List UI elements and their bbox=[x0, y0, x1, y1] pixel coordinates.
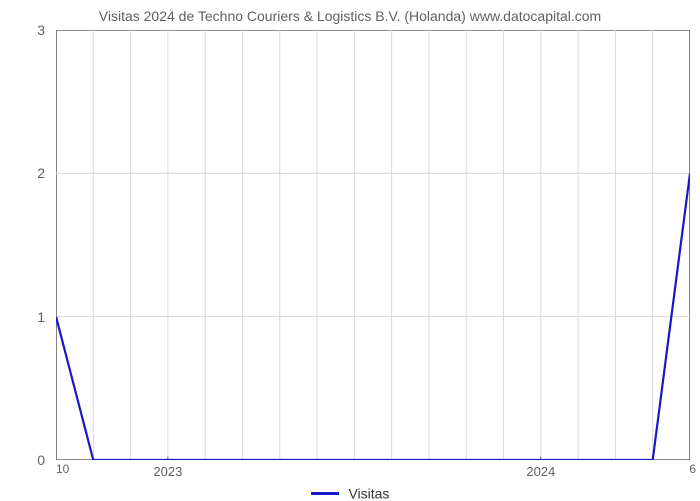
legend-swatch bbox=[311, 492, 339, 495]
plot-area: 20232024 bbox=[56, 30, 690, 460]
y-tick-label: 1 bbox=[0, 309, 45, 325]
corner-right-label: 6 bbox=[689, 462, 696, 476]
x-tick-label: 2024 bbox=[526, 464, 555, 479]
y-tick-label: 3 bbox=[0, 22, 45, 38]
corner-left-label: 10 bbox=[56, 462, 69, 476]
x-tick-label: 2023 bbox=[153, 464, 182, 479]
legend: Visitas bbox=[0, 484, 700, 501]
plot-outer: 20232024 10 6 0123 bbox=[0, 30, 700, 460]
legend-label: Visitas bbox=[348, 485, 389, 501]
chart-title: Visitas 2024 de Techno Couriers & Logist… bbox=[0, 8, 700, 24]
chart-container: Visitas 2024 de Techno Couriers & Logist… bbox=[0, 8, 700, 500]
line-svg bbox=[56, 30, 690, 460]
y-tick-label: 2 bbox=[0, 165, 45, 181]
y-tick-label: 0 bbox=[0, 452, 45, 468]
